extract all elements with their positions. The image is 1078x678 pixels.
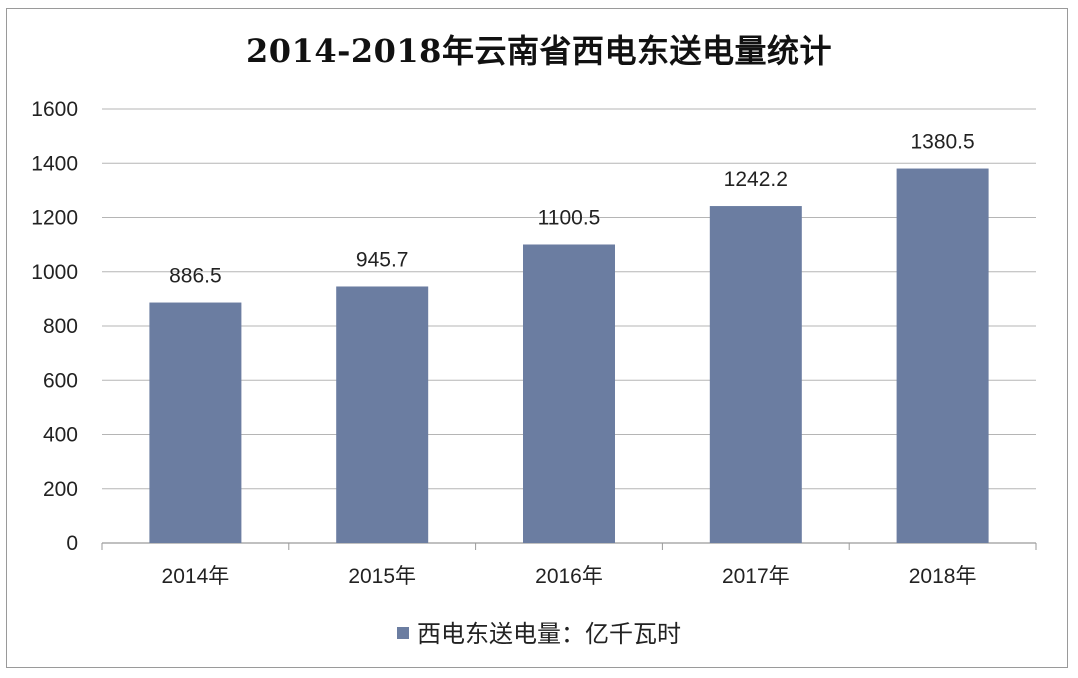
data-label: 886.5 <box>169 265 222 288</box>
data-label: 945.7 <box>356 248 409 271</box>
legend-label: 西电东送电量：亿千瓦时 <box>417 620 681 648</box>
chart-title: 2014-2018年云南省西电东送电量统计 <box>246 32 832 70</box>
y-tick-label: 1200 <box>31 207 78 230</box>
y-tick-label: 0 <box>66 532 78 555</box>
data-label: 1242.2 <box>724 168 788 191</box>
x-tick-label: 2014年 <box>162 565 230 588</box>
legend-swatch <box>397 627 409 639</box>
y-tick-label: 1400 <box>31 152 78 175</box>
x-tick-label: 2015年 <box>348 565 416 588</box>
y-tick-label: 600 <box>43 369 78 392</box>
bar <box>709 206 802 543</box>
y-tick-label: 400 <box>43 424 78 447</box>
bar <box>336 286 429 543</box>
x-tick-label: 2018年 <box>909 565 977 588</box>
legend: 西电东送电量：亿千瓦时 <box>0 614 1078 649</box>
y-tick-label: 800 <box>43 315 78 338</box>
x-tick-label: 2016年 <box>535 565 603 588</box>
bar <box>149 302 242 543</box>
x-tick-label: 2017年 <box>722 565 790 588</box>
bar <box>523 244 615 543</box>
data-label: 1380.5 <box>910 131 974 154</box>
y-tick-label: 1000 <box>31 261 78 284</box>
y-tick-label: 200 <box>43 478 78 501</box>
data-label: 1100.5 <box>538 206 601 229</box>
y-tick-label: 1600 <box>31 98 78 121</box>
bar <box>896 168 989 543</box>
